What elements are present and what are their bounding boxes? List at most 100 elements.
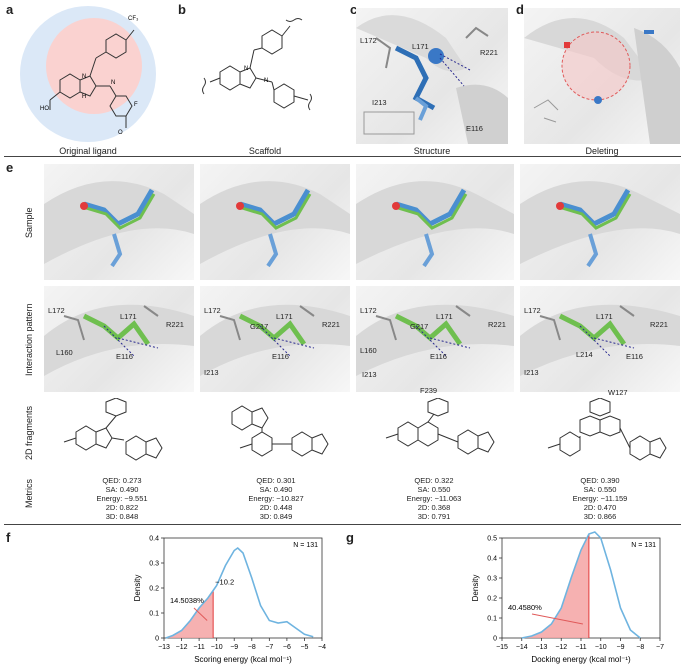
residue-label: L172 xyxy=(360,306,377,315)
y-tick-label: 0.2 xyxy=(487,596,497,603)
x-tick-label: −8 xyxy=(636,644,644,651)
sample-render xyxy=(356,164,514,280)
caption-scaffold: Scaffold xyxy=(248,146,282,156)
metrics-block: QED: 0.273 SA: 0.490 Energy: −9.551 2D: … xyxy=(62,476,182,521)
shaded-percent-label: 14.5038% xyxy=(170,596,204,605)
x-tick-label: −14 xyxy=(516,644,528,651)
metric-energy: Energy: −9.551 xyxy=(96,494,148,503)
x-tick-label: −12 xyxy=(555,644,567,651)
n-label: N = 131 xyxy=(631,542,656,549)
metric-2d: 2D: 0.448 xyxy=(259,503,293,512)
panel-letter-d: d xyxy=(516,2,524,17)
svg-text:N: N xyxy=(264,78,268,84)
svg-text:H: H xyxy=(82,94,86,100)
shaded-percent-label: 40.4580% xyxy=(508,603,542,612)
metric-energy: Energy: −10.827 xyxy=(248,494,304,503)
residue-label: R221 xyxy=(488,320,506,329)
residue-label: I213 xyxy=(372,98,387,107)
metric-energy: Energy: −11.063 xyxy=(406,494,462,503)
structure-render xyxy=(356,8,508,144)
metric-3d: 3D: 0.866 xyxy=(583,512,617,521)
y-tick-label: 0.1 xyxy=(487,616,497,623)
panel-letter-b: b xyxy=(178,2,186,17)
metric-sa: SA: 0.490 xyxy=(259,485,293,494)
arrow-line xyxy=(531,613,583,625)
panel-letter-f: f xyxy=(6,530,11,545)
row-label-sample: Sample xyxy=(24,207,34,238)
svg-text:N: N xyxy=(111,80,115,86)
residue-label: L171 xyxy=(120,312,137,321)
x-tick-label: −11 xyxy=(575,644,586,651)
density-curve xyxy=(521,531,641,639)
y-tick-label: 0.5 xyxy=(487,536,497,543)
x-axis-label: Scoring energy (kcal mol⁻¹) xyxy=(194,655,292,664)
residue-label: F239 xyxy=(420,386,438,395)
threshold-label: −10.2 xyxy=(215,578,234,587)
x-tick-label: −13 xyxy=(536,644,548,651)
row-label-interaction-pattern: Interaction pattern xyxy=(24,303,34,376)
metric-2d: 2D: 0.470 xyxy=(583,503,617,512)
residue-label: L214 xyxy=(576,350,593,359)
y-tick-label: 0 xyxy=(155,636,159,643)
shaded-area xyxy=(521,534,589,638)
x-tick-label: −7 xyxy=(656,644,664,651)
caption-structure: Structure xyxy=(413,146,451,156)
residue-label: G217 xyxy=(410,322,429,331)
metric-2d: 2D: 0.368 xyxy=(417,503,451,512)
residue-label: L172 xyxy=(204,306,221,315)
scoring-energy-density-chart: −13 −12 −11 −10 −9 −8 −7 −6 −5 −4 0 0.1 0.2 0.3 0.4 −10… xyxy=(133,536,326,665)
docking-energy-density-chart: −15 −14 −13 −12 −11 −10 −9 −8 −7 0 0.1 0.2 0.3 0.4 0.5… xyxy=(471,531,664,664)
panel-letter-e: e xyxy=(6,160,14,175)
metric-qed: QED: 0.273 xyxy=(102,476,142,485)
residue-label: L171 xyxy=(596,312,613,321)
residue-label: E116 xyxy=(272,352,289,361)
residue-label: E116 xyxy=(626,352,643,361)
shaded-area xyxy=(165,590,214,638)
residue-label: L171 xyxy=(276,312,293,321)
fragment-structure xyxy=(368,397,504,474)
original-ligand-figure: CF₃ N H N F HO O xyxy=(18,6,158,146)
x-tick-label: −9 xyxy=(617,644,625,651)
metric-sa: SA: 0.550 xyxy=(417,485,451,494)
residue-label: R221 xyxy=(322,320,340,329)
residue-label: W127 xyxy=(608,388,628,397)
arrow-line xyxy=(193,607,208,621)
residue-label: I213 xyxy=(524,368,539,377)
sample-render xyxy=(44,164,194,280)
svg-text:CF₃: CF₃ xyxy=(128,16,139,22)
interaction-render xyxy=(44,286,194,392)
residue-label: I213 xyxy=(204,368,219,377)
x-tick-label: −10 xyxy=(595,644,607,651)
y-tick-label: 0.3 xyxy=(149,561,159,568)
metric-sa: SA: 0.490 xyxy=(105,485,139,494)
interaction-render xyxy=(520,286,680,392)
x-tick-label: −10 xyxy=(211,644,223,651)
residue-label: R221 xyxy=(480,48,498,57)
y-tick-label: 0 xyxy=(493,636,497,643)
residue-label: L171 xyxy=(412,42,429,51)
metrics-block: QED: 0.322 SA: 0.550 Energy: −11.063 2D:… xyxy=(374,476,494,521)
metric-energy: Energy: −11.159 xyxy=(572,494,628,503)
caption-original-ligand: Original ligand xyxy=(59,146,117,156)
x-tick-label: −6 xyxy=(283,644,291,651)
fragment-structure xyxy=(540,397,676,474)
residue-label: R221 xyxy=(650,320,668,329)
svg-text:N: N xyxy=(244,66,248,72)
metric-3d: 3D: 0.791 xyxy=(417,512,451,521)
row-label-metrics: Metrics xyxy=(24,479,34,508)
residue-label: L172 xyxy=(524,306,541,315)
x-tick-label: −4 xyxy=(318,644,326,651)
metric-3d: 3D: 0.849 xyxy=(259,512,293,521)
residue-label: L160 xyxy=(360,346,377,355)
x-tick-label: −8 xyxy=(248,644,256,651)
row-label-2d-fragments: 2D fragments xyxy=(24,405,34,460)
residue-label: E116 xyxy=(430,352,447,361)
residue-label: L171 xyxy=(436,312,453,321)
sample-render xyxy=(520,164,680,280)
x-tick-label: −5 xyxy=(300,644,308,651)
svg-text:HO: HO xyxy=(40,106,49,112)
y-tick-label: 0.4 xyxy=(149,536,159,543)
svg-text:O: O xyxy=(118,130,123,136)
y-tick-label: 0.1 xyxy=(149,611,159,618)
x-tick-label: −12 xyxy=(176,644,188,651)
